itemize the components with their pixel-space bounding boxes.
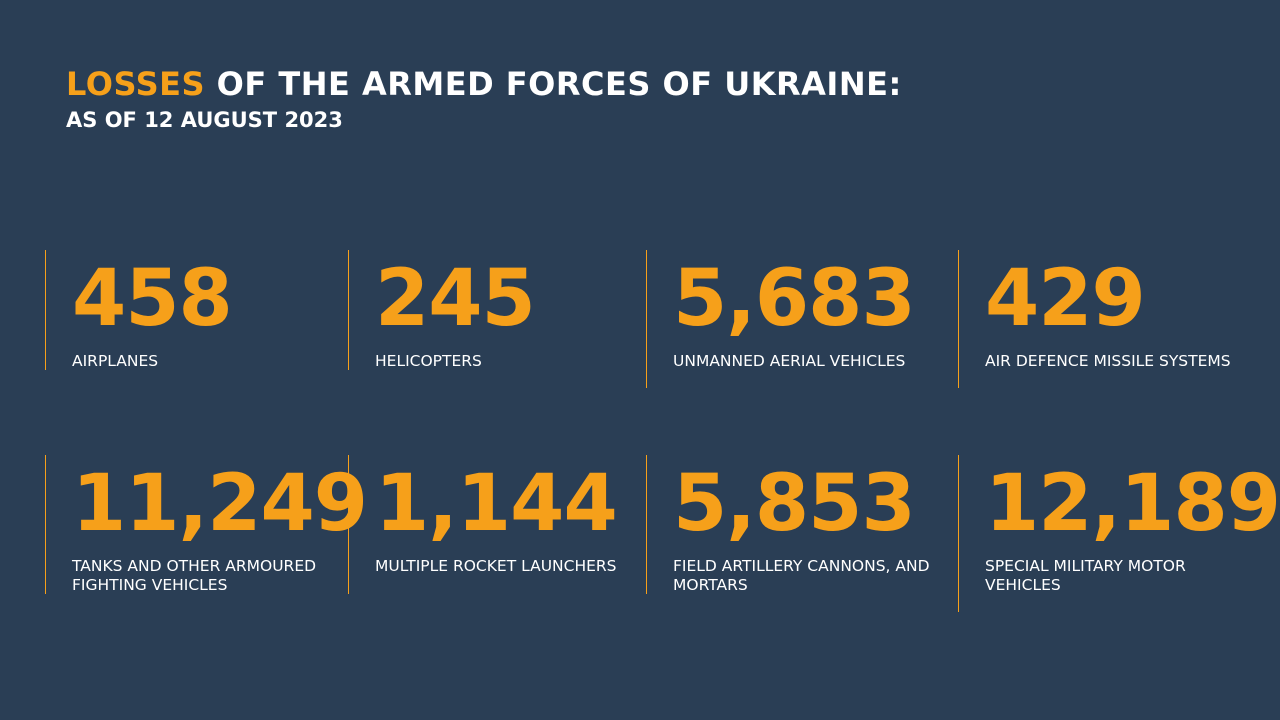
- stat-label: UNMANNED AERIAL VEHICLES: [673, 352, 906, 370]
- stat-helicopters: 245 HELICOPTERS: [348, 250, 646, 370]
- stat-label: AIR DEFENCE MISSILE SYSTEMS: [985, 352, 1231, 370]
- stat-label: SPECIAL MILITARY MOTOR VEHICLES: [985, 557, 1186, 594]
- stat-uav: 5,683 UNMANNED AERIAL VEHICLES: [646, 250, 958, 388]
- stat-artillery: 5,853 FIELD ARTILLERY CANNONS, AND MORTA…: [646, 455, 958, 594]
- stat-value: 429: [985, 254, 1146, 344]
- stat-label: TANKS AND OTHER ARMOURED FIGHTING VEHICL…: [72, 557, 317, 594]
- stat-label: MULTIPLE ROCKET LAUNCHERS: [375, 557, 617, 575]
- stat-label: HELICOPTERS: [375, 352, 482, 370]
- title-accent: LOSSES: [66, 65, 206, 103]
- header: LOSSES OF THE ARMED FORCES OF UKRAINE: A…: [66, 64, 902, 133]
- stat-motor-vehicles: 12,189 SPECIAL MILITARY MOTOR VEHICLES: [958, 455, 1280, 612]
- stat-value: 5,683: [673, 254, 916, 344]
- stat-value: 12,189: [985, 459, 1280, 549]
- stat-value: 245: [375, 254, 536, 344]
- stat-value: 1,144: [375, 459, 618, 549]
- stat-air-defence: 429 AIR DEFENCE MISSILE SYSTEMS: [958, 250, 1248, 388]
- stat-tanks: 11,249 TANKS AND OTHER ARMOURED FIGHTING…: [45, 455, 368, 594]
- page-subtitle: AS OF 12 AUGUST 2023: [66, 108, 343, 132]
- stat-value: 5,853: [673, 459, 916, 549]
- stat-airplanes: 458 AIRPLANES: [45, 250, 348, 370]
- stat-label: FIELD ARTILLERY CANNONS, AND MORTARS: [673, 557, 930, 594]
- title-rest: OF THE ARMED FORCES OF UKRAINE:: [205, 65, 902, 103]
- stat-value: 11,249: [72, 459, 368, 549]
- stat-label: AIRPLANES: [72, 352, 159, 370]
- stat-value: 458: [72, 254, 233, 344]
- page-title: LOSSES OF THE ARMED FORCES OF UKRAINE:: [66, 64, 902, 104]
- stat-rocket-launchers: 1,144 MULTIPLE ROCKET LAUNCHERS: [348, 455, 646, 594]
